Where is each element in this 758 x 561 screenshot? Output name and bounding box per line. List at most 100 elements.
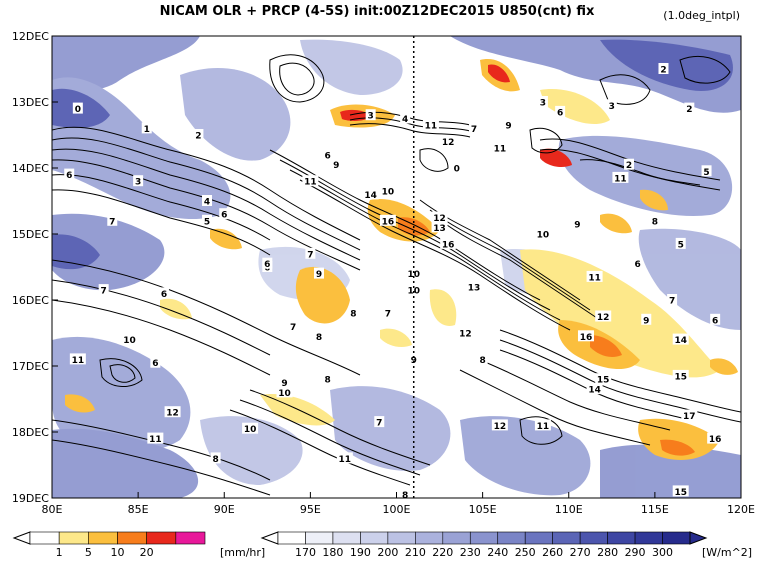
olr-colorbar-label: 270 <box>570 546 591 559</box>
precip-region <box>160 298 192 320</box>
contour-label-bg <box>202 195 213 206</box>
contour-label-bg <box>595 373 612 385</box>
precip-region <box>295 266 350 324</box>
contour-line <box>289 169 561 321</box>
contour-label: 9 <box>316 270 322 280</box>
olr-shading <box>52 36 741 498</box>
x-tick-label: 110E <box>555 503 583 516</box>
contour-line <box>419 148 449 172</box>
precip-colorbar-label: 1 <box>56 546 63 559</box>
olr-colorbar-label: 200 <box>377 546 398 559</box>
contour-line <box>52 419 271 481</box>
olr-region <box>460 416 591 496</box>
contour-line <box>349 123 471 138</box>
olr-colorbar-label: 280 <box>597 546 618 559</box>
contour-label: 10 <box>382 188 395 198</box>
contour-label-bg <box>606 99 617 111</box>
contour-label: 3 <box>135 178 141 188</box>
olr-colorbar-cap-right <box>689 531 708 545</box>
contour-label: 14 <box>364 191 377 201</box>
contour-label: 9 <box>574 221 580 231</box>
olr-region <box>180 67 291 161</box>
contour-label-bg <box>400 112 411 124</box>
chart-subtitle: (1.0deg_intpl) <box>663 9 740 22</box>
olr-colorbar-segment <box>277 531 306 545</box>
contour-label: 3 <box>609 102 615 112</box>
contour-label: 11 <box>614 174 627 184</box>
contour-line <box>279 159 551 311</box>
contour-label-bg <box>586 383 603 395</box>
x-tick-label: 105E <box>469 503 497 516</box>
contour-label: 2 <box>660 66 666 76</box>
chart-title: NICAM OLR + PRCP (4-5S) init:00Z12DEC201… <box>160 4 595 19</box>
x-tick-label: 95E <box>300 503 321 516</box>
contour-label-bg <box>313 330 324 342</box>
olr-colorbar-segment <box>305 531 334 545</box>
contour-line <box>539 148 721 191</box>
contour-line <box>229 409 411 486</box>
contour-label-bg <box>365 109 376 121</box>
olr-colorbar-segment <box>360 531 389 545</box>
contour-label: 15 <box>674 372 687 382</box>
contour-label: 0 <box>454 165 460 175</box>
precip-region <box>429 289 457 326</box>
contour-label-bg <box>469 122 480 134</box>
olr-region <box>52 213 165 291</box>
contour-line <box>52 299 271 376</box>
contour-label: 3 <box>540 99 546 109</box>
contour-label: 8 <box>402 491 408 501</box>
olr-colorbar-label: 240 <box>487 546 508 559</box>
olr-colorbar-segment <box>442 531 471 545</box>
olr-colorbar-segment <box>332 531 361 545</box>
olr-colorbar-label: 260 <box>542 546 563 559</box>
contour-label: 8 <box>324 376 330 386</box>
precip-colorbar-label: 10 <box>111 546 125 559</box>
precip-colorbar-cap <box>12 531 31 545</box>
contour-label-bg <box>457 327 474 338</box>
contour-label-bg <box>164 406 181 418</box>
contour-label: 8 <box>652 217 658 227</box>
x-tick-label: 80E <box>42 503 63 516</box>
contour-label: 10 <box>537 231 550 241</box>
contour-label: 12 <box>597 313 610 323</box>
contour-label: 6 <box>712 316 718 326</box>
contour-label: 7 <box>471 125 477 135</box>
contour-label: 7 <box>290 323 296 333</box>
contour-label: 9 <box>333 161 339 171</box>
olr-colorbar-segment <box>634 531 663 545</box>
contour-label-bg <box>422 119 439 131</box>
precip-colorbar-segment <box>58 531 89 545</box>
contour-label: 7 <box>101 287 107 297</box>
contour-label: 10 <box>244 425 257 435</box>
olr-region <box>558 135 733 216</box>
contour-line <box>52 126 361 241</box>
contour-label: 2 <box>686 105 692 115</box>
contour-label: 7 <box>109 217 115 227</box>
contour-line <box>109 364 136 383</box>
contour-label: 6 <box>221 211 227 221</box>
precip-region <box>600 213 632 234</box>
contour-line <box>479 359 671 431</box>
contour-label: 0 <box>75 105 81 115</box>
contour-label-bg <box>348 307 359 319</box>
contour-label: 8 <box>479 356 485 366</box>
contour-label: 7 <box>307 250 313 260</box>
contour-label: 11 <box>537 422 550 432</box>
olr-colorbar-label: 290 <box>625 546 646 559</box>
precip-colorbar-segment <box>175 531 206 545</box>
contour-label-bg <box>572 218 583 230</box>
olr-colorbar-segment <box>497 531 526 545</box>
precip-region <box>640 189 668 211</box>
olr-colorbar-label: 180 <box>322 546 343 559</box>
contour-line <box>269 149 541 301</box>
contour-label: 6 <box>161 290 167 300</box>
precip-region <box>65 394 95 413</box>
precip-shading <box>65 59 738 460</box>
y-tick-label: 18DEC <box>12 426 49 439</box>
contour-label: 3 <box>368 112 374 122</box>
contour-label-bg <box>431 221 448 233</box>
olr-colorbar-label: 220 <box>432 546 453 559</box>
contour-label: 7 <box>385 310 391 320</box>
contour-label-bg <box>624 158 635 170</box>
